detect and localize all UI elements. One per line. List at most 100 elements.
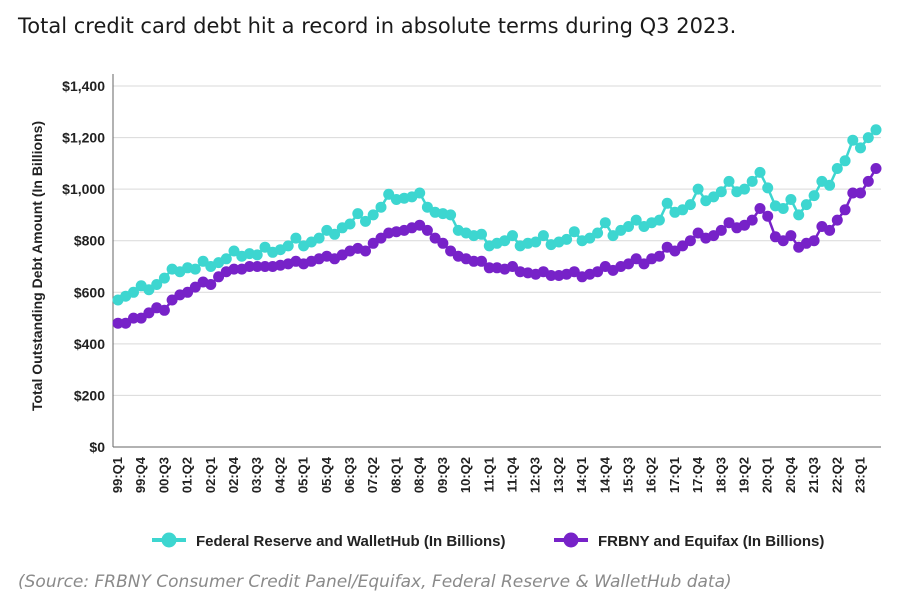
data-point — [793, 209, 805, 221]
y-tick-label: $200 — [74, 387, 105, 403]
data-point — [537, 230, 549, 242]
data-point — [290, 232, 302, 244]
data-point — [708, 230, 720, 242]
data-point — [692, 183, 704, 195]
data-point — [847, 134, 859, 146]
data-point — [166, 294, 178, 306]
x-tick-label: 13:Q2 — [551, 457, 566, 493]
data-point — [723, 217, 735, 229]
x-tick-label: 14:Q1 — [574, 457, 589, 493]
y-tick-label: $800 — [74, 233, 105, 249]
data-point — [220, 253, 232, 265]
data-point — [530, 236, 542, 248]
data-point — [367, 237, 379, 249]
data-point — [831, 214, 843, 226]
data-point — [143, 284, 155, 296]
legend-item-wallethub: Federal Reserve and WalletHub (In Billio… — [152, 532, 506, 550]
data-point — [568, 266, 580, 278]
x-tick-label: 09:Q3 — [435, 457, 450, 493]
data-point — [367, 209, 379, 221]
data-point — [499, 235, 511, 247]
data-point — [421, 224, 433, 236]
data-point — [824, 224, 836, 236]
data-point — [205, 279, 217, 290]
series-equifax — [112, 163, 882, 329]
data-point — [507, 261, 518, 272]
data-point — [592, 227, 604, 239]
data-point — [189, 263, 201, 275]
data-point — [746, 175, 758, 187]
data-point — [661, 197, 673, 209]
data-point — [677, 204, 689, 216]
gridlines — [113, 85, 881, 396]
data-point — [870, 163, 882, 174]
chart-headline: Total credit card debt hit a record in a… — [18, 14, 737, 38]
data-point — [375, 201, 387, 213]
legend-marker-equifax — [563, 532, 579, 548]
data-point — [182, 286, 194, 298]
data-point — [762, 210, 774, 222]
data-point — [344, 218, 356, 230]
data-point — [383, 188, 395, 200]
x-tick-label: 08:Q1 — [388, 457, 403, 493]
y-tick-label: $1,200 — [62, 130, 105, 146]
data-point — [228, 263, 240, 275]
data-point — [360, 245, 371, 257]
y-tick-label: $1,400 — [62, 78, 105, 94]
data-point — [244, 261, 255, 272]
data-point — [831, 163, 843, 174]
y-tick-labels: $0 $200 $400 $600 $800 $1,000 $1,200 $1,400 — [62, 78, 105, 455]
data-point — [329, 228, 341, 240]
data-point — [800, 199, 812, 211]
x-tick-label: 07:Q2 — [365, 457, 380, 493]
x-tick-label: 14:Q4 — [597, 456, 612, 493]
data-point — [120, 317, 132, 329]
data-point — [715, 224, 727, 236]
x-tick-label: 05:Q4 — [319, 456, 334, 493]
legend: Federal Reserve and WalletHub (In Billio… — [152, 532, 824, 550]
y-tick-label: $1,000 — [62, 181, 105, 197]
data-point — [777, 203, 789, 214]
data-point — [808, 190, 820, 202]
data-point — [862, 132, 874, 144]
series-group — [112, 124, 882, 329]
legend-label-wallethub: Federal Reserve and WalletHub (In Billio… — [196, 533, 506, 550]
data-point — [112, 317, 124, 329]
data-point — [862, 175, 874, 187]
x-tick-label: 20:Q4 — [783, 456, 798, 493]
data-point — [189, 281, 201, 293]
series-line — [117, 128, 877, 302]
data-point — [762, 182, 774, 194]
data-point — [197, 255, 209, 267]
data-point — [228, 245, 240, 257]
data-point — [754, 203, 766, 214]
data-point — [445, 245, 457, 257]
data-point — [143, 307, 155, 319]
data-point — [653, 214, 665, 226]
data-point — [414, 187, 426, 199]
data-point — [568, 226, 580, 238]
data-point — [785, 230, 797, 242]
data-point — [599, 217, 611, 229]
data-point — [839, 204, 851, 216]
x-tick-label: 10:Q2 — [458, 457, 473, 493]
data-point — [684, 235, 696, 247]
data-point — [592, 266, 604, 278]
data-point — [715, 186, 727, 198]
data-point — [607, 230, 619, 242]
data-point — [507, 230, 518, 242]
y-axis-label: Total Outstanding Debt Amount (In Billio… — [29, 121, 45, 411]
data-point — [360, 215, 371, 227]
data-point — [839, 155, 851, 167]
data-point — [739, 183, 750, 195]
x-tick-label: 18:Q3 — [713, 457, 728, 493]
x-tick-label: 02:Q1 — [203, 457, 218, 493]
data-point — [483, 262, 495, 274]
x-tick-label: 17:Q1 — [667, 457, 682, 493]
data-point — [855, 187, 866, 199]
x-tick-label: 03:Q3 — [249, 457, 264, 493]
data-point — [352, 208, 364, 220]
x-tick-label: 05:Q1 — [296, 457, 311, 493]
data-point — [128, 312, 139, 324]
data-point — [723, 175, 735, 187]
